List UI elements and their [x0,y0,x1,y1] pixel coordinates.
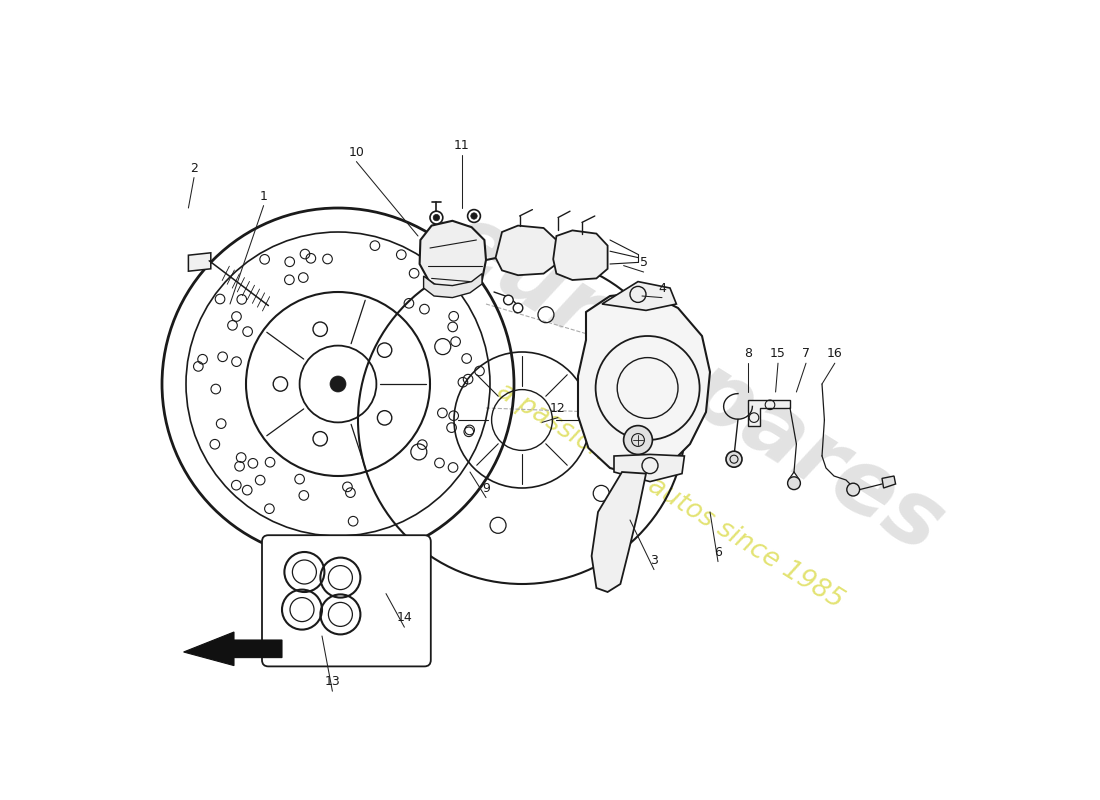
Polygon shape [882,476,895,488]
Text: eurospares: eurospares [429,195,959,573]
Text: 14: 14 [396,611,412,624]
Polygon shape [614,454,684,482]
Circle shape [433,214,440,221]
Polygon shape [496,226,557,275]
Text: 12: 12 [550,402,565,414]
Polygon shape [184,632,282,666]
Circle shape [471,213,477,219]
Text: 15: 15 [770,347,785,360]
FancyBboxPatch shape [262,535,431,666]
Text: 13: 13 [324,675,340,688]
Text: 11: 11 [454,139,470,152]
Polygon shape [578,292,710,476]
Polygon shape [419,221,486,292]
Text: 6: 6 [714,546,722,558]
Text: 8: 8 [745,347,752,360]
Text: 7: 7 [802,347,810,360]
Text: 5: 5 [639,256,648,269]
Text: 9: 9 [482,482,490,494]
Text: 3: 3 [650,554,658,566]
Circle shape [330,376,346,392]
Text: 10: 10 [349,146,364,158]
Text: a passion for autos since 1985: a passion for autos since 1985 [492,378,848,614]
Circle shape [504,295,514,305]
Circle shape [788,477,801,490]
Text: 4: 4 [658,282,666,294]
Circle shape [468,210,481,222]
Circle shape [726,451,742,467]
Circle shape [514,303,522,313]
Polygon shape [188,253,211,271]
Polygon shape [424,274,482,298]
Polygon shape [592,472,646,592]
Polygon shape [602,282,676,310]
Circle shape [624,426,652,454]
Polygon shape [748,400,790,426]
Text: 1: 1 [260,190,267,202]
Circle shape [430,211,443,224]
Polygon shape [553,230,607,280]
Circle shape [847,483,859,496]
Text: 2: 2 [190,162,198,174]
Text: 16: 16 [827,347,843,360]
